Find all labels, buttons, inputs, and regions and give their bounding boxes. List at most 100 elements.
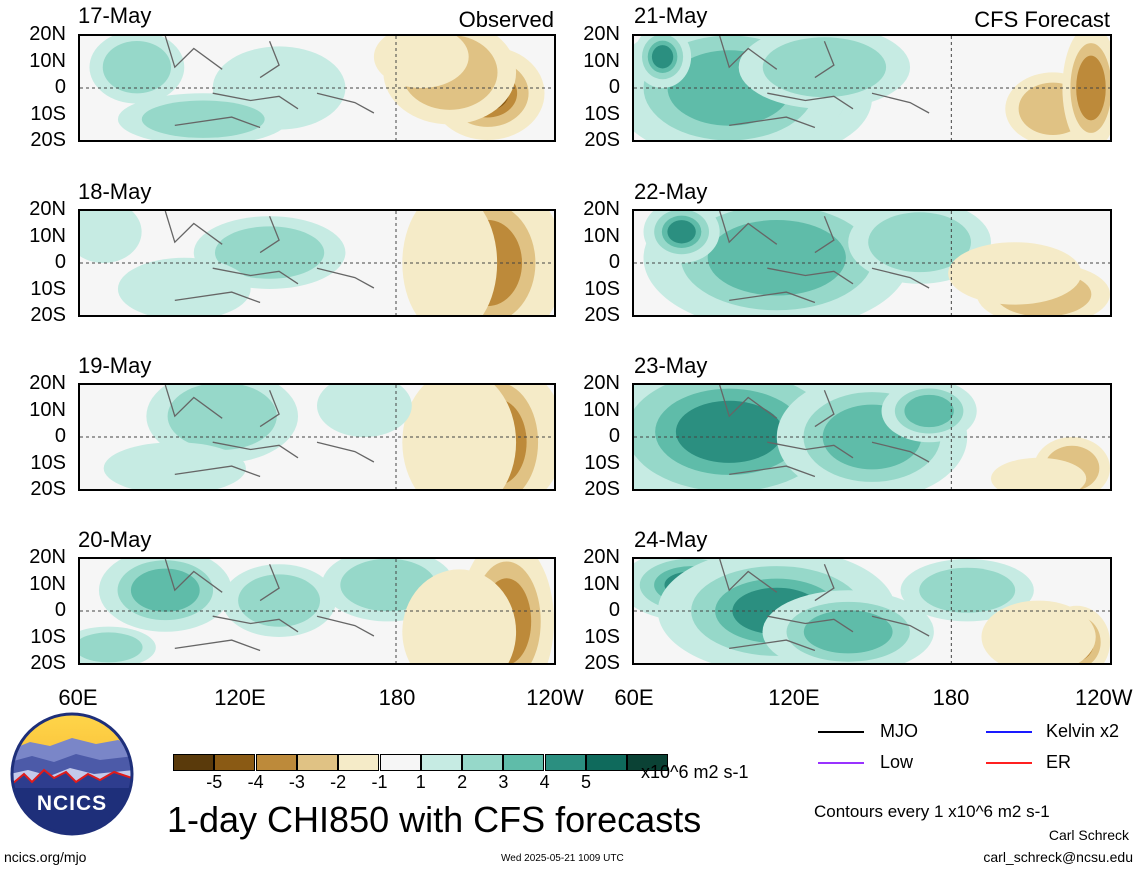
lat-tick-label: 10S	[30, 102, 66, 125]
lat-tick-label: 0	[608, 599, 620, 621]
contour-region	[117, 257, 251, 315]
panel-date-title: 22-May	[634, 179, 708, 204]
panel-date-title: 23-May	[634, 353, 708, 378]
lat-tick-label: 20S	[584, 652, 620, 674]
coastline	[719, 211, 930, 304]
lat-tick-label: 20N	[29, 23, 66, 45]
heatmap-plot	[632, 34, 1112, 142]
coastline	[719, 36, 930, 129]
colorbar-swatch	[214, 754, 256, 771]
contour-region	[141, 100, 265, 138]
contour-region	[80, 632, 143, 663]
figure-title: 1-day CHI850 with CFS forecasts	[167, 799, 702, 840]
lat-tick-label: 10S	[584, 277, 620, 300]
lon-tick-label: 180	[378, 685, 416, 710]
colorbar-swatch	[462, 754, 504, 771]
lat-tick-label: 20S	[584, 478, 620, 500]
contour-region	[675, 400, 783, 463]
field-svg	[80, 211, 554, 315]
field-svg	[80, 559, 554, 663]
colorbar-tick-label: 5	[580, 772, 591, 792]
contour-region	[103, 442, 246, 489]
lat-tick-label: 20N	[583, 23, 620, 45]
lat-tick-label: 10S	[30, 625, 66, 648]
timestamp: Wed 2025-05-21 1009 UTC	[501, 853, 624, 864]
panel-date-title: 17-May	[78, 3, 152, 28]
field-svg	[80, 385, 554, 489]
field-svg	[634, 211, 1110, 315]
colorbar-swatch	[586, 754, 627, 771]
contour-region	[868, 212, 972, 273]
lat-tick-label: 10N	[29, 49, 66, 72]
lon-tick-label: 120W	[526, 685, 584, 710]
lat-tick-label: 20S	[30, 478, 66, 500]
contour-note: Contours every 1 x10^6 m2 s-1	[814, 802, 1050, 821]
colorbar-units: x10^6 m2 s-1	[641, 762, 749, 782]
colorbar-tick-label: 1	[415, 772, 426, 792]
legend-label-kelvin: Kelvin x2	[1046, 721, 1120, 741]
coastline	[164, 36, 375, 129]
lat-tick-label: 10S	[30, 277, 66, 300]
colorbar-tick-label: -1	[371, 772, 388, 792]
contour-region	[80, 211, 142, 263]
colorbar-swatch	[255, 754, 297, 771]
coastline	[719, 559, 930, 652]
lat-tick-label: 10N	[583, 572, 620, 595]
panel-date-title: 24-May	[634, 527, 708, 552]
legend-line-low	[818, 762, 864, 764]
panel-source-label: CFS Forecast	[974, 7, 1110, 32]
lat-tick-label: 10N	[583, 49, 620, 72]
contour-region	[919, 567, 1016, 613]
lat-tick-label: 10N	[583, 224, 620, 247]
panel-date-title: 20-May	[78, 527, 152, 552]
colorbar-tick-label: -2	[330, 772, 347, 792]
lon-tick-label: 120W	[1075, 685, 1133, 710]
lat-tick-label: 10N	[583, 398, 620, 421]
contour-region	[991, 457, 1087, 489]
lat-tick-label: 10N	[29, 224, 66, 247]
contour-region	[651, 45, 674, 69]
lat-tick-label: 20S	[584, 129, 620, 151]
lat-tick-label: 20S	[30, 652, 66, 674]
lat-tick-label: 0	[54, 76, 66, 98]
lat-tick-label: 20N	[29, 198, 66, 220]
lat-tick-label: 10S	[30, 451, 66, 474]
colorbar-tick-label: -5	[206, 772, 223, 792]
heatmap-plot	[78, 557, 556, 665]
contour-region	[317, 385, 412, 437]
coastline	[719, 385, 930, 478]
panel-date-title: 18-May	[78, 179, 152, 204]
panel-date-title: 19-May	[78, 353, 152, 378]
contour-region	[904, 394, 954, 428]
legend-line-mjo	[818, 731, 864, 733]
contour-region	[402, 211, 498, 315]
contour-region	[167, 385, 277, 450]
lon-tick-label: 60E	[614, 685, 654, 710]
website-link[interactable]: ncics.org/mjo	[4, 849, 87, 865]
panel-date-title: 21-May	[634, 3, 708, 28]
lat-tick-label: 10S	[584, 451, 620, 474]
heatmap-plot	[78, 34, 556, 142]
field-svg	[634, 36, 1110, 140]
lat-tick-label: 20N	[29, 546, 66, 568]
coastline	[164, 385, 375, 478]
author-name: Carl Schreck	[1048, 827, 1129, 843]
coastline	[164, 211, 375, 304]
colorbar-tick-label: -3	[288, 772, 305, 792]
lat-tick-label: 20S	[30, 304, 66, 326]
contour-region	[238, 574, 321, 627]
contour-region	[667, 220, 696, 244]
heatmap-plot	[632, 383, 1112, 491]
field-svg	[634, 385, 1110, 489]
heatmap-plot	[78, 383, 556, 491]
lon-tick-label: 120E	[214, 685, 266, 710]
lat-tick-label: 20N	[583, 372, 620, 394]
contour-region	[707, 220, 846, 296]
colorbar-tick-label: 2	[457, 772, 468, 792]
lat-tick-label: 0	[54, 251, 66, 273]
lat-tick-label: 10S	[584, 102, 620, 125]
field-svg	[80, 36, 554, 140]
colorbar-swatch	[627, 754, 669, 771]
contour-region	[981, 600, 1096, 663]
colorbar-swatch	[338, 754, 380, 771]
